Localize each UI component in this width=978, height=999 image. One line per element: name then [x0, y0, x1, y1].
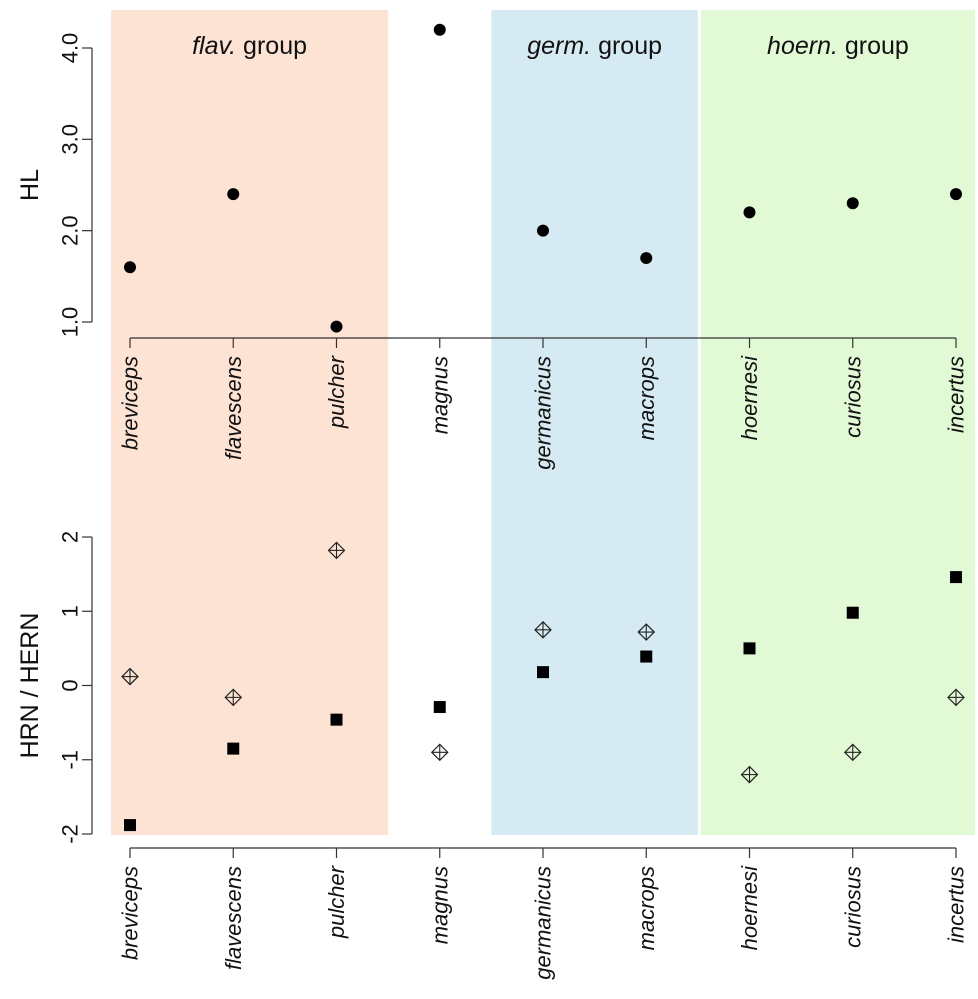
hrn-y-tick-label: -2 [58, 824, 83, 844]
hern-diamond-point [947, 688, 965, 707]
hl-point [227, 188, 240, 201]
hl-point [743, 206, 756, 219]
hl-y-tick-label: 3.0 [58, 124, 83, 155]
hrn-x-tick-label: incertus [944, 866, 969, 943]
hl-x-tick-label: pulcher [324, 354, 349, 429]
hl-point [537, 224, 549, 237]
hrn-hern-panel: -2 -1 0 1 2 HRN / HERN breviceps flavescens pulc… [16, 531, 969, 980]
hrn-y-tick-label: 2 [58, 531, 83, 543]
hrn-x-tick-label: flavescens [221, 866, 246, 970]
hrn-x-tick-label: hoernesi [737, 865, 762, 951]
hl-panel: 1.0 2.0 3.0 4.0 HL breviceps flavescens pulcher… [16, 23, 969, 470]
hl-point [950, 188, 962, 201]
hl-point [124, 261, 136, 274]
hrn-square-point [640, 650, 653, 663]
group-label-abbrev: hoern. [767, 32, 838, 60]
hl-x-tick-label: curiosus [840, 356, 865, 438]
group-backgrounds: flav. group germ. group hoern. group [111, 10, 975, 835]
hern-diamond-point [121, 667, 139, 686]
hl-x-tick-label: hoernesi [737, 355, 762, 441]
hern-diamond-point [327, 541, 346, 560]
hern-diamond-point [843, 743, 862, 762]
hern-diamond-point [740, 765, 759, 784]
hl-x-tick-label: macrops [634, 356, 659, 440]
group-label-suffix: group [838, 32, 909, 60]
hrn-square-point [950, 571, 962, 584]
hrn-y-axis-label: HRN / HERN [16, 613, 44, 759]
hl-x-tick-label: incertus [944, 356, 969, 433]
hrn-x-tick-label: breviceps [118, 866, 143, 960]
hrn-x-tick-label: macrops [634, 866, 659, 950]
hl-point [846, 197, 859, 210]
hl-x-tick-label: flavescens [221, 356, 246, 460]
hern-diamond-point [534, 620, 552, 639]
hl-point [330, 320, 343, 333]
hern-diamond-point [430, 743, 449, 762]
hern-diamond-point [637, 623, 656, 641]
diamond-outline [534, 620, 552, 639]
hrn-y-tick-label: 1 [58, 605, 83, 617]
hrn-x-tick-label: curiosus [840, 866, 865, 948]
group-label-suffix: group [591, 32, 662, 60]
group-background [111, 10, 389, 835]
hl-y-tick-label: 2.0 [58, 215, 83, 246]
group-label: flav. group [192, 32, 307, 60]
hrn-y-tick-label: 0 [58, 679, 83, 691]
hrn-square-point [330, 713, 343, 726]
hrn-square-point [124, 819, 136, 832]
hrn-square-point [846, 606, 859, 619]
hl-y-tick-label: 1.0 [58, 307, 83, 338]
hl-x-tick-label: magnus [427, 356, 452, 434]
hrn-y-tick-label: -1 [58, 750, 83, 770]
hl-x-tick-label: breviceps [118, 356, 143, 450]
group-label-suffix: group [236, 32, 307, 60]
hl-x-tick-label: germanicus [531, 356, 556, 470]
group-label: hoern. group [767, 32, 909, 60]
hrn-x-tick-label: germanicus [531, 866, 556, 980]
hrn-square-point [227, 742, 240, 755]
hl-point [640, 252, 653, 265]
hrn-x-tick-label: magnus [427, 866, 452, 944]
group-label-abbrev: flav. [192, 32, 236, 60]
hrn-square-point [537, 666, 549, 679]
hl-point [433, 23, 446, 36]
hrn-square-point [433, 701, 446, 714]
hl-y-axis-label: HL [16, 169, 44, 201]
group-background [700, 10, 975, 835]
hern-diamond-point [224, 688, 243, 707]
group-label-abbrev: germ. [527, 32, 591, 60]
group-background [491, 10, 698, 835]
hl-y-tick-label: 4.0 [58, 33, 83, 64]
hrn-square-point [743, 642, 756, 655]
group-label: germ. group [527, 32, 662, 60]
hrn-x-tick-label: pulcher [324, 864, 349, 939]
